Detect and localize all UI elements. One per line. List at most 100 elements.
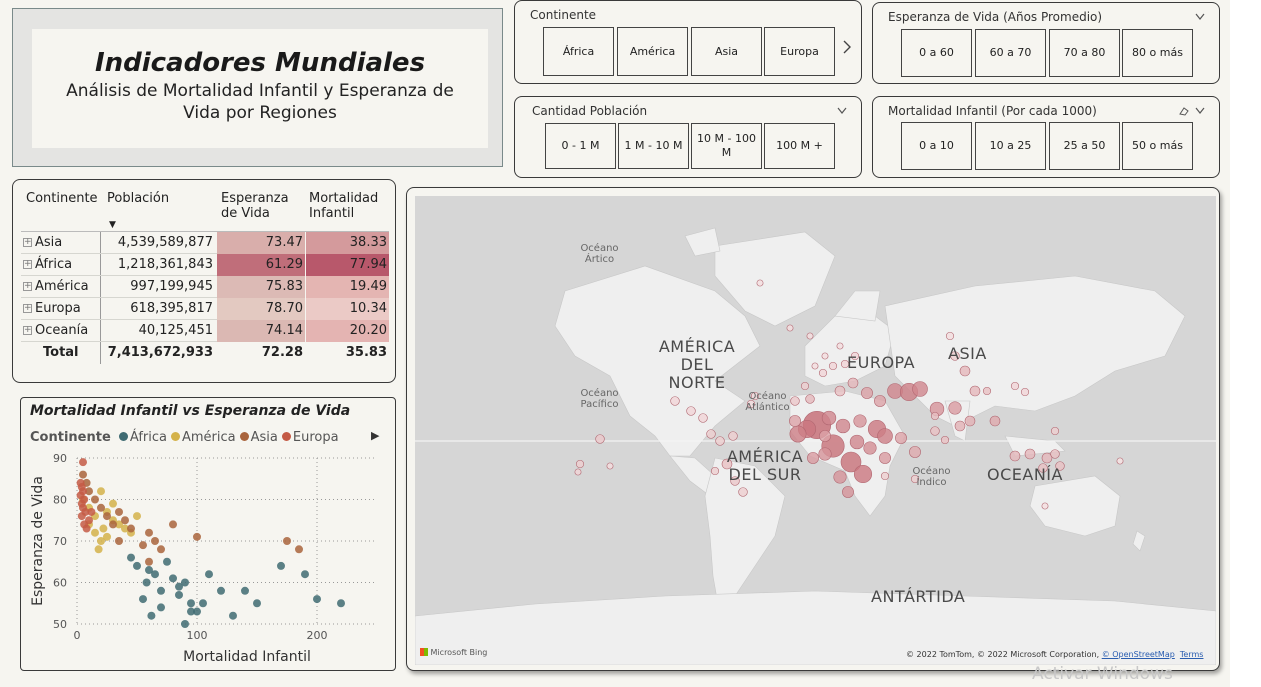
slicer-option-50-mas[interactable]: 50 o más: [1122, 122, 1193, 170]
scatter-point[interactable]: [283, 537, 291, 545]
map-bubble[interactable]: [879, 452, 891, 464]
map-bubble[interactable]: [982, 386, 992, 396]
map-canvas[interactable]: [415, 196, 1216, 665]
map-bubble[interactable]: [849, 434, 865, 450]
map-bubble[interactable]: [940, 435, 950, 445]
slicer-option-70-80[interactable]: 70 a 80: [1049, 29, 1120, 77]
scatter-point[interactable]: [205, 570, 213, 579]
scatter-point[interactable]: [241, 586, 249, 595]
scatter-point[interactable]: [217, 586, 225, 595]
scatter-point[interactable]: [253, 599, 261, 608]
scatter-point[interactable]: [76, 478, 85, 487]
map-bubble[interactable]: [756, 279, 764, 287]
map-bubble[interactable]: [954, 420, 966, 432]
eraser-icon[interactable]: [1178, 106, 1190, 119]
map-bubble[interactable]: [1055, 461, 1065, 471]
map-bubble[interactable]: [738, 487, 748, 497]
map-bubble[interactable]: [805, 394, 815, 404]
scatter-point[interactable]: [142, 578, 151, 587]
slicer-option-america[interactable]: América: [617, 27, 688, 76]
legend-next-icon[interactable]: ▶: [371, 429, 380, 442]
slicer-option-80-mas[interactable]: 80 o más: [1122, 29, 1193, 77]
map-bubble[interactable]: [930, 411, 940, 421]
map-bubble[interactable]: [950, 351, 960, 361]
scatter-point[interactable]: [99, 524, 108, 533]
scatter-point[interactable]: [193, 532, 201, 541]
scatter-point[interactable]: [85, 516, 93, 525]
map-bubble[interactable]: [910, 474, 920, 484]
scatter-point[interactable]: [97, 503, 105, 512]
slicer-option-1m-10m[interactable]: 1 M - 10 M: [618, 123, 689, 169]
scatter-point[interactable]: [169, 520, 177, 529]
slicer-option-10-25[interactable]: 10 a 25: [975, 122, 1046, 170]
column-header-mortalidad[interactable]: Mortalidad Infantil: [309, 191, 379, 221]
scatter-point[interactable]: [109, 520, 117, 529]
scatter-point[interactable]: [337, 599, 345, 608]
scatter-point[interactable]: [157, 603, 165, 612]
map-bubble[interactable]: [969, 385, 981, 397]
map-bubble[interactable]: [828, 361, 838, 371]
map-bubble[interactable]: [850, 351, 860, 361]
map-bubble[interactable]: [790, 396, 800, 406]
table-row[interactable]: + América 997,199,945 75.83 19.49: [21, 276, 389, 298]
map-bubble[interactable]: [948, 401, 962, 415]
map-bubble[interactable]: [821, 410, 837, 426]
scatter-point[interactable]: [151, 537, 159, 545]
map-bubble[interactable]: [861, 387, 873, 399]
scatter-point[interactable]: [175, 590, 183, 599]
legend-item-label[interactable]: Asia: [250, 430, 278, 445]
map-bubble[interactable]: [1009, 450, 1021, 462]
expand-icon[interactable]: +: [23, 303, 32, 313]
scatter-point[interactable]: [97, 487, 105, 496]
scatter-point[interactable]: [82, 524, 91, 533]
expand-icon[interactable]: +: [23, 237, 32, 247]
map-bubble[interactable]: [789, 415, 801, 427]
scatter-point[interactable]: [147, 611, 156, 620]
map-bubble[interactable]: [1020, 387, 1030, 397]
map-bubble[interactable]: [874, 395, 886, 407]
map-bubble[interactable]: [730, 476, 740, 486]
scatter-point[interactable]: [127, 524, 135, 533]
scatter-point[interactable]: [87, 507, 96, 516]
map-bubble[interactable]: [670, 396, 680, 406]
scatter-point[interactable]: [85, 487, 93, 496]
map-bubble[interactable]: [877, 428, 893, 444]
map-bubble[interactable]: [710, 466, 720, 476]
map-bubble[interactable]: [840, 451, 862, 473]
chevron-down-icon[interactable]: [1195, 11, 1205, 24]
scatter-point[interactable]: [127, 553, 135, 562]
map-bubble[interactable]: [989, 415, 1001, 427]
map-bubble[interactable]: [698, 413, 708, 423]
scatter-point[interactable]: [163, 557, 171, 566]
map-bubble[interactable]: [1010, 381, 1020, 391]
map-bubble[interactable]: [895, 432, 907, 444]
map-bubble[interactable]: [930, 426, 940, 436]
map-bubble[interactable]: [1041, 502, 1049, 510]
map-bubble[interactable]: [840, 359, 850, 369]
map-bubble[interactable]: [728, 431, 738, 441]
map-bubble[interactable]: [574, 468, 582, 476]
map-bubble[interactable]: [1041, 452, 1053, 464]
scatter-point[interactable]: [187, 607, 195, 616]
slicer-option-100m-plus[interactable]: 100 M +: [764, 123, 835, 169]
map-bubble[interactable]: [706, 429, 716, 439]
scatter-point[interactable]: [121, 516, 129, 525]
scatter-point[interactable]: [181, 620, 189, 628]
osm-link[interactable]: © OpenStreetMap: [1101, 650, 1175, 659]
expand-icon[interactable]: +: [23, 325, 32, 335]
scatter-point[interactable]: [109, 499, 117, 508]
map-bubble[interactable]: [819, 430, 831, 442]
expand-icon[interactable]: +: [23, 281, 32, 291]
slicer-option-0-1m[interactable]: 0 - 1 M: [545, 123, 616, 169]
map-bubble[interactable]: [842, 486, 854, 498]
legend-item-label[interactable]: Europa: [292, 430, 339, 445]
scatter-point[interactable]: [133, 561, 141, 570]
scatter-point[interactable]: [133, 512, 141, 521]
scatter-point[interactable]: [199, 599, 207, 608]
map-bubble[interactable]: [818, 368, 828, 378]
scatter-point[interactable]: [91, 528, 99, 537]
scatter-point[interactable]: [277, 561, 285, 570]
scatter-point[interactable]: [313, 595, 321, 604]
sort-desc-icon[interactable]: ▼: [109, 220, 116, 230]
table-total-row[interactable]: Total 7,413,672,933 72.28 35.83: [21, 342, 389, 364]
